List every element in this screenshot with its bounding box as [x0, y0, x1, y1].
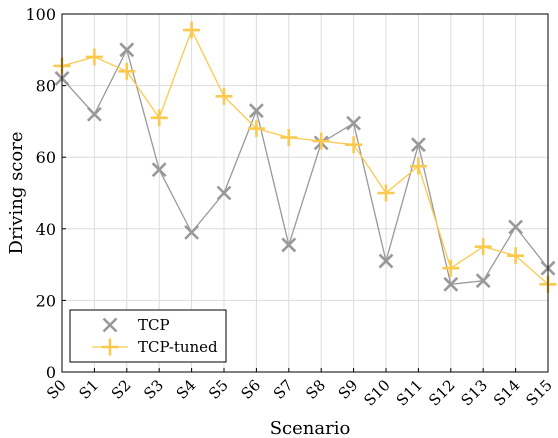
data-point	[247, 120, 265, 138]
data-point	[346, 115, 362, 131]
data-point	[475, 273, 491, 289]
data-point	[216, 185, 232, 201]
data-point	[151, 162, 167, 178]
data-point	[443, 276, 459, 292]
plot-frame	[61, 13, 549, 373]
x-tick-label: S9	[335, 376, 362, 403]
x-tick-label: S11	[393, 376, 426, 409]
series-tcp	[54, 42, 556, 292]
x-tick-label: S6	[237, 376, 264, 403]
y-tick-label: 60	[36, 148, 56, 167]
x-tick-label: S2	[108, 376, 135, 403]
legend-label: TCP-tuned	[138, 338, 218, 356]
data-point	[215, 87, 233, 105]
data-point	[378, 253, 394, 269]
x-axis-label: Scenario	[270, 418, 351, 438]
x-tick-label: S1	[75, 376, 102, 403]
legend-label: TCP	[138, 316, 170, 334]
data-point	[184, 224, 200, 240]
y-tick-label: 100	[25, 5, 56, 24]
series-line	[61, 28, 549, 285]
x-tick-label: S7	[270, 376, 297, 403]
data-point	[409, 157, 427, 175]
legend-marker	[102, 317, 118, 333]
x-tick-label: S14	[490, 376, 523, 409]
y-tick-label: 40	[36, 220, 56, 239]
x-tick-label: S13	[458, 376, 491, 409]
data-point	[183, 21, 201, 39]
x-tick-label: S15	[522, 376, 555, 409]
data-point	[85, 48, 103, 66]
data-point	[86, 106, 102, 122]
data-point	[442, 259, 460, 277]
data-point	[150, 109, 168, 127]
series-line	[61, 47, 549, 285]
x-tick-label: S12	[425, 376, 458, 409]
data-point	[312, 132, 330, 150]
data-point	[508, 219, 524, 235]
x-tick-label: S10	[360, 376, 393, 409]
y-tick-label: 0	[46, 363, 56, 382]
x-tick-label: S5	[205, 376, 232, 403]
legend: TCP TCP-tuned	[69, 309, 227, 363]
data-point	[248, 103, 264, 119]
data-point	[119, 42, 135, 58]
legend-box	[69, 309, 227, 363]
data-point	[410, 137, 426, 153]
data-point	[118, 62, 136, 80]
data-point	[281, 237, 297, 253]
x-tick-label: S8	[302, 376, 329, 403]
data-point	[345, 136, 363, 154]
data-point	[280, 129, 298, 147]
y-tick-label: 80	[36, 77, 56, 96]
y-axis-label: Driving score	[6, 132, 27, 255]
y-tick-label: 20	[36, 291, 56, 310]
x-tick-label: S3	[140, 376, 167, 403]
data-point	[377, 184, 395, 202]
data-point	[474, 238, 492, 256]
data-point	[507, 247, 525, 265]
x-tick-label: S4	[173, 376, 200, 403]
